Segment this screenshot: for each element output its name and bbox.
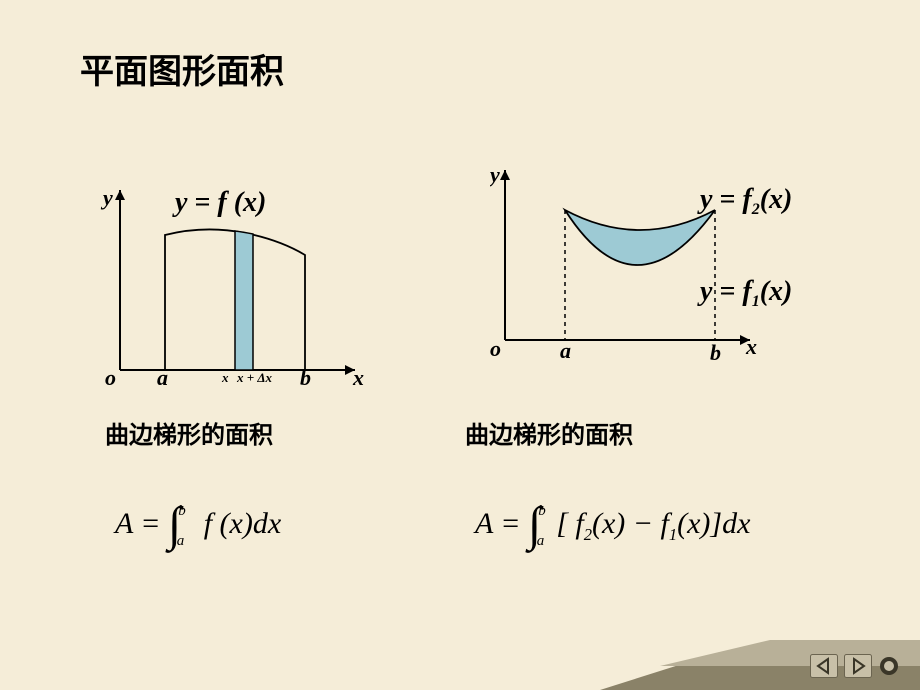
rs1: 1: [669, 525, 677, 544]
left-curve-label: y = f (x): [172, 187, 266, 218]
right-y-label: y: [490, 162, 500, 187]
right-caption: 曲边梯形的面积: [465, 415, 633, 450]
int-upper-r: b: [538, 503, 546, 519]
rf2: f: [568, 507, 584, 540]
rfeq: =: [493, 507, 528, 540]
right-b-label: b: [710, 340, 721, 365]
prev-button[interactable]: [810, 654, 838, 678]
right-formula: A = ∫ba[ f2(x) − f1(x)]dx: [475, 490, 750, 545]
right-x-label: x: [745, 334, 757, 359]
right-f2-label: y = f2(x): [697, 184, 792, 218]
left-diagram-svg: y x o a b x x + Δx y = f (x): [95, 175, 375, 385]
left-a-label: a: [157, 365, 168, 385]
right-f1-label: y = f1(x): [697, 276, 792, 310]
fbody: f (x)dx: [196, 507, 281, 540]
home-button[interactable]: [878, 655, 900, 677]
int-lower-r: a: [537, 533, 545, 549]
next-button[interactable]: [844, 654, 872, 678]
left-b-label: b: [300, 365, 311, 385]
rs2: 2: [584, 525, 592, 544]
rtail: (x)]dx: [677, 507, 750, 540]
left-origin-label: o: [105, 365, 116, 385]
left-formula: A = ∫ba f (x)dx: [115, 490, 281, 545]
right-origin-label: o: [490, 336, 501, 361]
int-lower: a: [177, 533, 185, 549]
int-upper: b: [178, 503, 186, 519]
left-x-strip-label: x: [221, 370, 229, 385]
right-a-label: a: [560, 338, 571, 363]
feq: =: [133, 507, 168, 540]
right-diagram-svg: y x o a b y = f2(x) y = f1(x): [490, 160, 870, 370]
rfA: A: [475, 507, 493, 540]
fA: A: [115, 507, 133, 540]
left-xdx-label: x + Δx: [236, 370, 273, 385]
nav-buttons: [810, 654, 900, 678]
rmid: (x) − f: [592, 507, 669, 540]
left-x-label: x: [352, 365, 364, 385]
page-title: 平面图形面积: [80, 44, 284, 93]
rlb: [: [556, 507, 568, 540]
left-caption: 曲边梯形的面积: [105, 415, 273, 450]
left-y-label: y: [100, 185, 113, 210]
right-diagram: y x o a b y = f2(x) y = f1(x): [490, 160, 780, 360]
left-diagram: y x o a b x x + Δx y = f (x): [95, 175, 375, 385]
